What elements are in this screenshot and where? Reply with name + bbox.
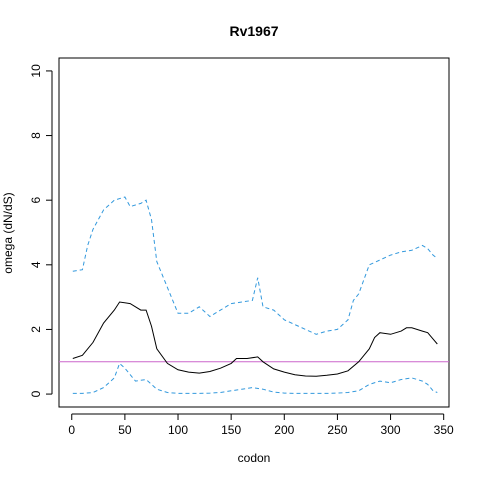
omega-line [72,301,438,377]
x-tick-label: 250 [327,423,347,437]
x-tick-label: 100 [168,423,188,437]
x-tick-label: 350 [434,423,454,437]
x-axis-label: codon [238,451,271,465]
x-tick-label: 300 [381,423,401,437]
y-tick-label: 8 [29,132,43,139]
x-tick-label: 50 [118,423,132,437]
chart-title: Rv1967 [229,23,278,39]
lower-bound-line [72,362,438,394]
y-tick-label: 2 [29,326,43,333]
y-tick-label: 6 [29,197,43,204]
upper-bound-line [72,196,438,335]
y-axis-label: omega (dN/dS) [1,192,15,273]
x-tick-label: 200 [274,423,294,437]
y-tick-label: 10 [29,64,43,78]
y-tick-label: 0 [29,390,43,397]
x-tick-label: 150 [221,423,241,437]
y-tick-label: 4 [29,261,43,268]
x-tick-label: 0 [68,423,75,437]
plot-area: 0 50 100 150 200 250 300 350 0 2 4 6 8 10 [29,57,454,437]
plot-frame [58,57,450,408]
